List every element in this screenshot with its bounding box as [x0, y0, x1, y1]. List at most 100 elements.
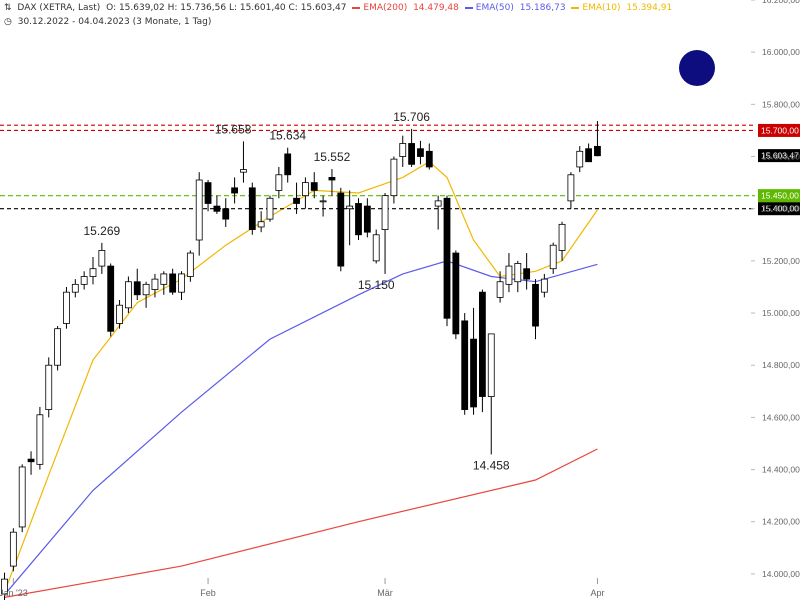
- candle-up: [1, 578, 8, 595]
- x-tick-label: Apr: [590, 588, 604, 598]
- ema50-swatch: [464, 6, 473, 9]
- y-tick-label: 15.400,00: [762, 204, 800, 214]
- candle-up: [9, 531, 17, 567]
- x-tick-label: Mär: [377, 588, 393, 598]
- candle-up: [399, 143, 407, 157]
- instrument-name: DAX (XETRA, Last): [17, 3, 101, 13]
- candle-down: [461, 320, 469, 410]
- marker-dot: [679, 50, 715, 86]
- candle-down: [443, 197, 451, 319]
- last-price-label: 15.603,47: [761, 151, 799, 161]
- candle-down: [478, 291, 486, 397]
- candle-up: [142, 283, 150, 296]
- level-label-bg: [758, 202, 800, 216]
- candle-up: [89, 268, 97, 277]
- candle-down: [284, 153, 292, 176]
- ohlc-readout: O: 15.639,02 H: 15.736,56 L: 15.601,40 C…: [106, 3, 347, 13]
- candle-down: [452, 252, 460, 335]
- candle-up: [186, 252, 194, 277]
- ema200-swatch: [352, 6, 361, 9]
- candle-up: [36, 414, 44, 465]
- ema10-label: EMA(10): [582, 3, 621, 13]
- candle-up: [514, 263, 522, 283]
- candle-down: [231, 187, 239, 194]
- candle-down: [470, 338, 477, 408]
- y-tick-label: 14.600,00: [762, 412, 800, 422]
- candle-up: [381, 195, 389, 230]
- y-tick-label: 15.600,00: [762, 152, 800, 162]
- y-tick-label: 16.200,00: [762, 0, 800, 5]
- x-tick-label: Feb: [200, 588, 216, 598]
- candle-down: [27, 458, 35, 463]
- ema10-value: 15.394,91: [626, 3, 673, 13]
- candle-down: [425, 150, 433, 168]
- y-tick-label: 14.800,00: [762, 360, 800, 370]
- candle-up: [558, 223, 566, 251]
- price-annotations: 15.269 15.658 15.634 15.552 15.150 15.706 14.4…: [83, 110, 509, 473]
- ema50-value: 15.186,73: [519, 3, 566, 13]
- candle-up: [98, 250, 106, 267]
- candle-down: [213, 205, 221, 212]
- y-tick-label: 15.200,00: [762, 256, 800, 266]
- ema10-swatch: [571, 6, 580, 9]
- level-label: 15.700,00: [761, 125, 799, 135]
- price-annotation: 15.634: [269, 129, 306, 143]
- candle-down: [310, 182, 318, 191]
- last-price-label-bg: [758, 149, 800, 163]
- candle-up: [195, 179, 203, 241]
- candle-up: [257, 221, 265, 228]
- candle-down: [328, 176, 336, 181]
- level-label-bg: [758, 189, 800, 203]
- candle-up: [487, 333, 495, 397]
- candle-down: [248, 187, 256, 230]
- candle-down: [585, 148, 592, 163]
- ema50-layer: [4, 260, 598, 596]
- candle-down: [222, 208, 230, 220]
- level-label: 15.400,00: [761, 204, 799, 214]
- chart-header-line-1: ⇅ DAX (XETRA, Last) O: 15.639,02 H: 15.7…: [4, 3, 675, 13]
- candle-up: [301, 182, 309, 197]
- candle-up: [45, 364, 53, 410]
- y-axis: 14.000,00 14.200,00 14.400,00 14.600,00 14.8…: [751, 0, 800, 579]
- y-tick-label: 15.800,00: [762, 99, 800, 109]
- candle-up: [434, 200, 442, 207]
- candle-up: [178, 273, 185, 293]
- candle-up: [160, 273, 168, 285]
- ema50-label: EMA(50): [475, 3, 514, 13]
- instrument-icon: ⇅: [4, 3, 12, 13]
- candle-up: [266, 197, 274, 220]
- candle-down: [523, 268, 531, 280]
- candle-up: [125, 281, 132, 309]
- y-tick-label: 14.200,00: [762, 517, 800, 527]
- candle-up: [240, 169, 247, 173]
- candle-up: [505, 265, 513, 285]
- candle-up: [372, 234, 380, 262]
- period-text: 30.12.2022 - 04.04.2023 (3 Monate, 1 Tag…: [17, 17, 212, 27]
- y-tick-label: 15.000,00: [762, 308, 800, 318]
- price-annotation: 15.706: [393, 110, 430, 124]
- candle-down: [594, 145, 601, 157]
- level-lines: 15.700,00 15.450,00 15.400,00 15.603,47: [0, 123, 800, 216]
- candles: [1, 121, 601, 600]
- candle-up: [496, 281, 504, 298]
- price-annotation: 15.150: [358, 278, 395, 292]
- ema200-label: EMA(200): [363, 3, 408, 13]
- candle-up: [549, 244, 557, 270]
- price-annotation: 14.458: [473, 458, 510, 472]
- candle-down: [363, 205, 371, 233]
- chart-header-line-2: ◷ 30.12.2022 - 04.04.2023 (3 Monate, 1 T…: [4, 17, 214, 27]
- ema50-line: [4, 260, 598, 596]
- candle-down: [169, 273, 177, 293]
- candle-up: [540, 278, 548, 293]
- x-axis: Jan '23 Feb Mär Apr: [0, 578, 604, 598]
- price-annotation: 15.269: [83, 224, 120, 238]
- y-tick-label: 14.000,00: [762, 569, 800, 579]
- ema200-line: [4, 448, 598, 598]
- candle-down: [355, 203, 362, 236]
- ema200-layer: [4, 448, 598, 598]
- candle-down: [204, 182, 212, 204]
- ema200-value: 14.479,48: [413, 3, 459, 13]
- candle-down: [532, 283, 539, 327]
